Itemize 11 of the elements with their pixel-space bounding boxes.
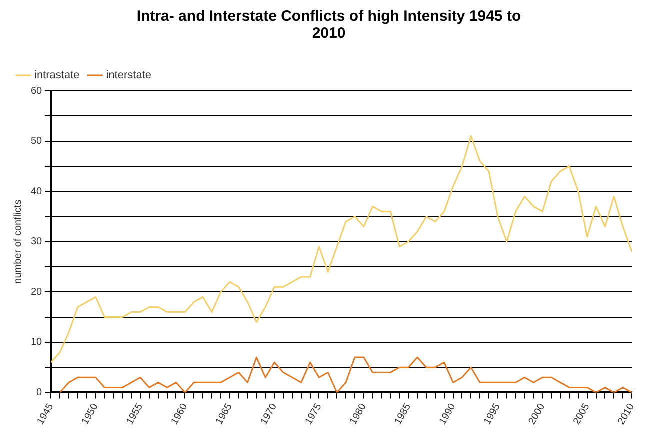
y-tick-label: 0 [36,387,43,398]
y-tick-label: 50 [31,136,43,148]
y-tick-label: 20 [31,286,43,298]
legend-label: interstate [106,70,152,82]
y-tick-label: 10 [31,337,43,348]
y-tick-label: 30 [31,236,43,248]
legend-label: intrastate [34,70,80,82]
y-axis-title: number of conflicts [12,200,24,284]
y-tick-label: 60 [31,86,43,97]
y-tick-label: 40 [31,186,43,198]
chart-title: Intra- and Interstate Conflicts of high Intensity 1945 to 2010 [136,8,522,42]
